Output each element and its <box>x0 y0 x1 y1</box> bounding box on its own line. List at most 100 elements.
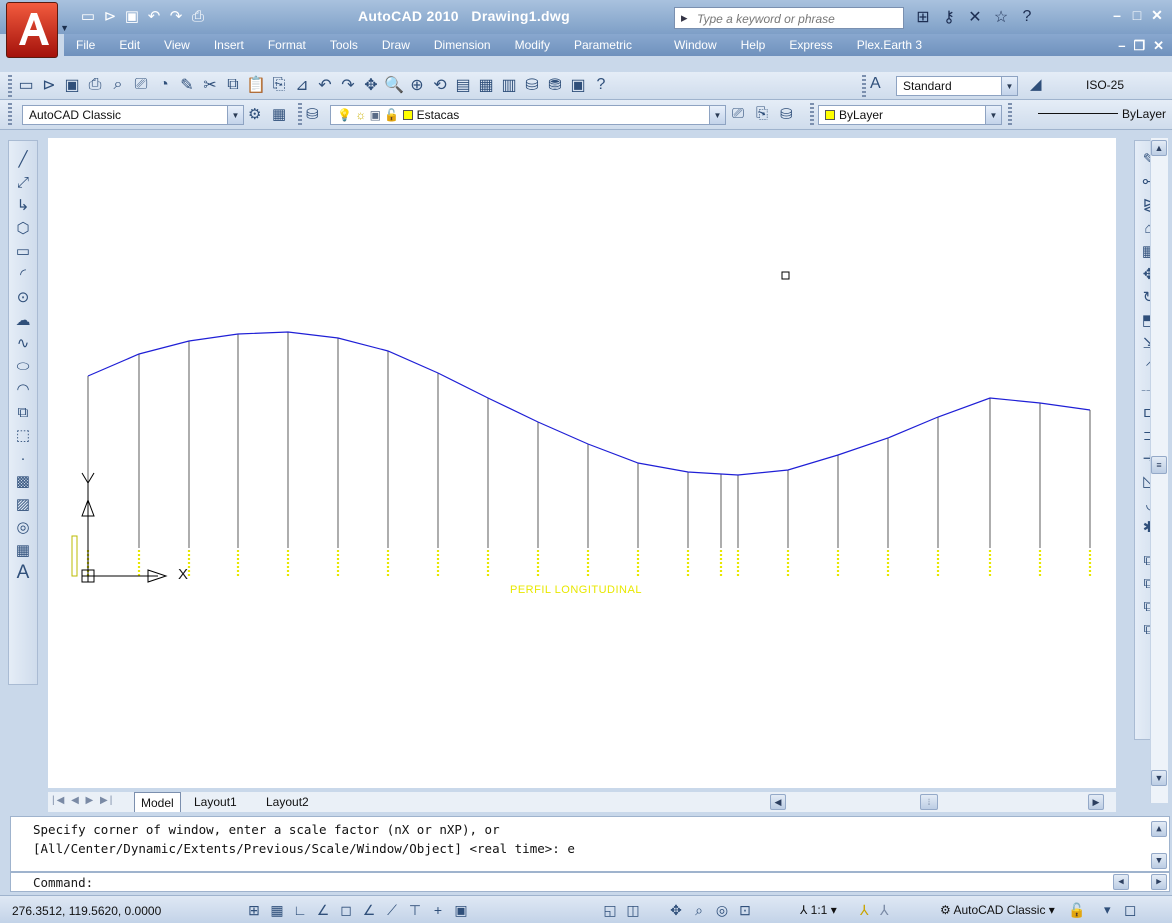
chamfer-icon[interactable]: ◺ <box>1143 473 1155 490</box>
layer-select[interactable]: 💡 ☼ ▣ 🔓 Estacas ▼ <box>330 105 726 125</box>
match-properties-icon[interactable]: ⎘ <box>272 76 286 93</box>
qnew-icon[interactable]: ▭ <box>18 77 34 94</box>
publish-icon[interactable]: ⎚ <box>134 76 148 93</box>
help-icon[interactable]: ? <box>1022 8 1032 25</box>
scroll-down-icon[interactable]: ▼ <box>1151 770 1167 786</box>
dimension-style-select[interactable]: ISO-25 <box>1080 76 1168 96</box>
linetype-select[interactable]: ByLayer <box>1016 105 1170 125</box>
toolbar-grip[interactable] <box>8 75 12 97</box>
workspace-switch[interactable]: ⚙ AutoCAD Classic ▾ <box>940 903 1055 917</box>
menu-window[interactable]: Window <box>673 38 717 52</box>
scroll-left-icon[interactable]: ◀ <box>770 794 786 810</box>
command-scroll-up-icon[interactable]: ▲ <box>1151 821 1167 837</box>
table-icon[interactable]: ▦ <box>15 542 31 559</box>
command-scroll-left-icon[interactable]: ◀ <box>1113 874 1129 890</box>
toolbar-grip[interactable] <box>1008 103 1012 125</box>
circle-icon[interactable]: ⊙ <box>16 289 30 306</box>
minimize-icon[interactable]: – <box>1113 7 1121 23</box>
binoculars-icon[interactable]: ⊞ <box>916 9 930 26</box>
chevron-down-icon[interactable]: ▼ <box>227 106 243 124</box>
send-under-icon[interactable]: ⧉ <box>1143 620 1155 638</box>
dimension-style-icon[interactable]: ◢ <box>1030 76 1042 93</box>
close-icon[interactable]: ✕ <box>1151 6 1163 23</box>
coordinate-readout[interactable]: 276.3512, 119.5620, 0.0000 <box>12 904 162 918</box>
make-object-layer-current-icon[interactable]: ⎚ <box>732 105 745 122</box>
design-center-icon[interactable]: ▦ <box>478 77 494 94</box>
polar-tracking-icon[interactable]: ∠ <box>316 901 330 918</box>
undo-icon[interactable]: ↶ <box>318 77 332 94</box>
menu-edit[interactable]: Edit <box>119 38 141 52</box>
maximize-icon[interactable]: □ <box>1132 7 1142 23</box>
pan-icon[interactable]: ✥ <box>670 901 682 918</box>
markup-icon[interactable]: ⛃ <box>548 77 562 94</box>
toolbar-lock-icon[interactable]: 🔓 <box>1068 902 1086 918</box>
open-icon[interactable]: ⊳ <box>42 77 56 94</box>
scroll-thumb[interactable]: ≡ <box>1151 456 1167 474</box>
dynamic-ucs-icon[interactable]: ⟋ <box>387 901 397 918</box>
undo-icon[interactable]: ↶ <box>147 8 161 25</box>
horizontal-scroll-thumb[interactable]: ⦙ <box>920 794 938 810</box>
plot-preview-icon[interactable]: ⌕ <box>113 76 123 93</box>
workspace-icon[interactable]: ▦ <box>272 106 287 123</box>
insert-block-icon[interactable]: ⧉ <box>17 403 29 421</box>
key-icon[interactable]: ⚷ <box>943 9 955 26</box>
save-icon[interactable]: ▣ <box>64 77 80 94</box>
chevron-down-icon[interactable]: ▼ <box>1001 77 1017 95</box>
text-style-icon[interactable]: A <box>870 75 881 92</box>
menu-plex-earth[interactable]: Plex.Earth 3 <box>856 38 923 52</box>
tab-layout2[interactable]: Layout2 <box>266 795 309 809</box>
point-icon[interactable]: · <box>20 449 26 467</box>
copy-icon[interactable]: ⧉ <box>227 76 239 93</box>
tool-palettes-icon[interactable]: ▥ <box>501 77 517 94</box>
toolbar-grip[interactable] <box>298 103 302 125</box>
block-editor-icon[interactable]: ⊿ <box>295 77 309 94</box>
rectangle-icon[interactable]: ▭ <box>15 243 31 260</box>
multiline-text-icon[interactable]: A <box>16 562 30 583</box>
clean-screen-icon[interactable]: ◻ <box>1124 902 1137 919</box>
grid-display-icon[interactable]: ▦ <box>270 901 284 918</box>
layer-properties-icon[interactable]: ⛁ <box>306 106 319 123</box>
menu-format[interactable]: Format <box>267 38 306 52</box>
object-snap-icon[interactable]: ◻ <box>340 901 352 918</box>
annotation-scale[interactable]: ⅄ 1:1 ▾ <box>800 903 837 917</box>
model-space-icon[interactable]: ◱ <box>603 901 617 918</box>
etransmit-icon[interactable]: ✎ <box>180 77 194 94</box>
spline-icon[interactable]: ∿ <box>16 335 30 352</box>
send-to-back-icon[interactable]: ⧉ <box>1143 574 1155 592</box>
dynamic-input-icon[interactable]: ⊤ <box>408 901 422 918</box>
object-snap-tracking-icon[interactable]: ∠ <box>362 901 376 918</box>
fillet-icon[interactable]: ◟ <box>1146 496 1152 513</box>
toolbar-grip[interactable] <box>810 103 814 125</box>
menu-parametric[interactable]: Parametric <box>573 38 632 52</box>
new-file-icon[interactable]: ▭ <box>80 8 96 25</box>
menu-insert[interactable]: Insert <box>213 38 244 52</box>
application-menu-button[interactable] <box>6 2 69 58</box>
menu-draw[interactable]: Draw <box>381 38 410 52</box>
chevron-down-icon[interactable]: ▼ <box>709 106 725 124</box>
construction-line-icon[interactable]: ⤢ <box>16 173 29 191</box>
revision-cloud-icon[interactable]: ☁ <box>15 312 31 329</box>
ellipse-arc-icon[interactable]: ◠ <box>16 381 30 398</box>
toolbar-grip[interactable] <box>8 103 12 125</box>
bring-above-icon[interactable]: ⧉ <box>1143 597 1155 615</box>
pan-icon[interactable]: ✥ <box>364 77 378 94</box>
trim-icon[interactable]: ⸍ <box>1145 358 1153 375</box>
arc-icon[interactable]: ◜ <box>20 266 26 283</box>
menu-file[interactable]: File <box>76 38 96 52</box>
steering-wheel-icon[interactable]: ◎ <box>715 901 729 918</box>
menu-modify[interactable]: Modify <box>514 38 550 52</box>
scroll-right-icon[interactable]: ▶ <box>1088 794 1104 810</box>
quick-properties-icon[interactable]: ▣ <box>454 901 468 918</box>
ortho-mode-icon[interactable]: ∟ <box>293 902 307 918</box>
doc-minimize-icon[interactable]: – <box>1118 38 1126 53</box>
layer-previous-icon[interactable]: ⎘ <box>756 105 769 122</box>
region-icon[interactable]: ◎ <box>16 519 30 536</box>
layout-view-icon[interactable]: ◫ <box>626 901 640 918</box>
chevron-down-icon[interactable]: ▼ <box>985 106 1001 124</box>
polygon-icon[interactable]: ⬡ <box>16 220 30 237</box>
zoom-previous-icon[interactable]: ⟲ <box>433 77 447 94</box>
ellipse-icon[interactable]: ⬭ <box>16 357 30 375</box>
command-input[interactable]: Command: ◀ ▶ <box>10 872 1170 892</box>
menu-express[interactable]: Express <box>789 38 833 52</box>
vertical-scrollbar[interactable]: ▲ ≡ ▼ <box>1150 138 1168 803</box>
